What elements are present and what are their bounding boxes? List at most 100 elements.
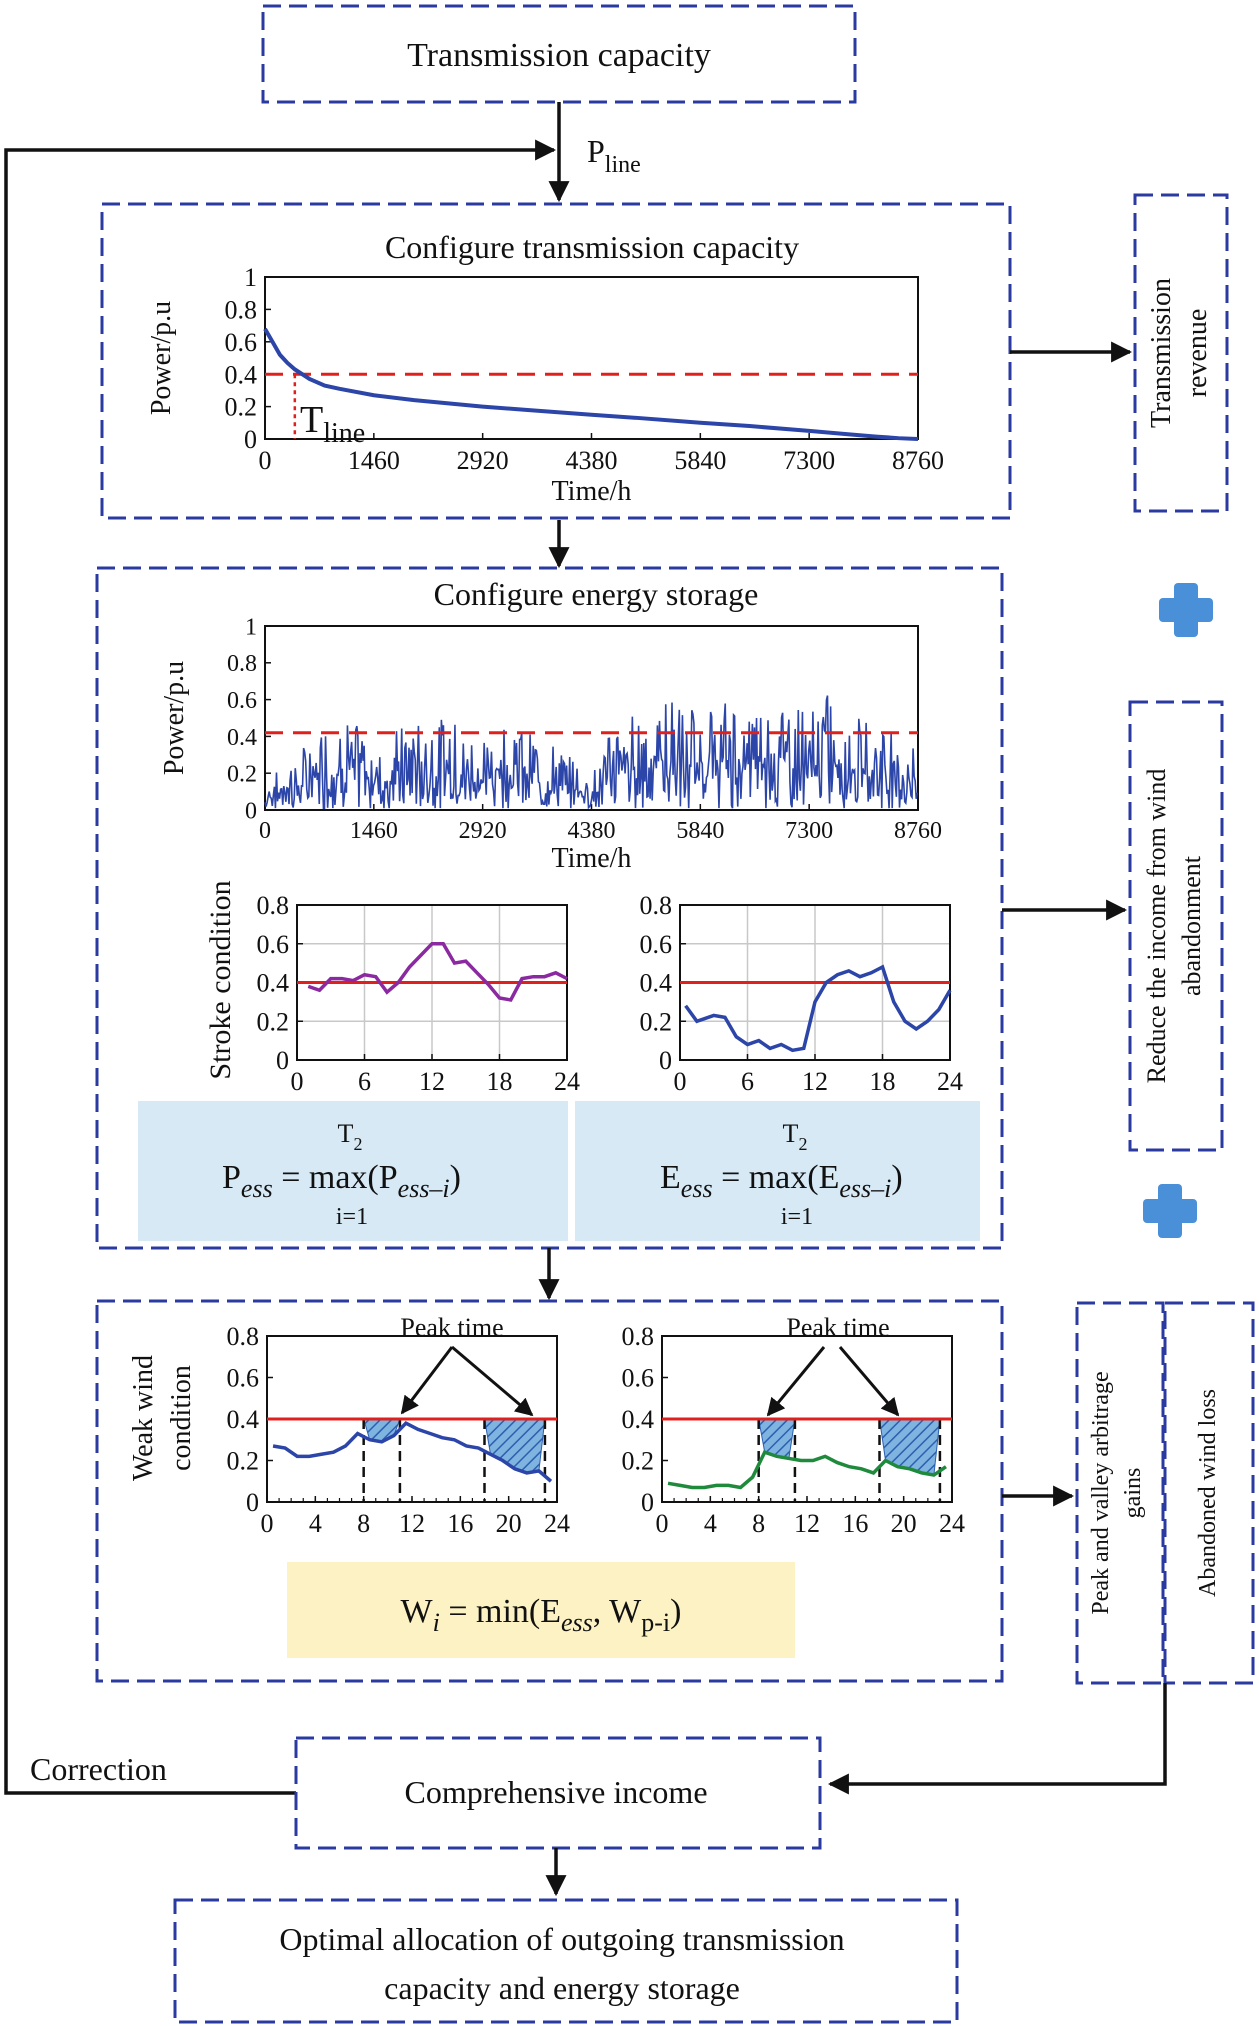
y-tick-label: 0.8	[227, 1322, 260, 1351]
weak-wind-label-1: Weak wind	[128, 1355, 159, 1481]
eess-upper-limit: T2	[783, 1119, 808, 1154]
transmission-capacity-label: Transmission capacity	[407, 37, 711, 74]
transmission-revenue-box	[1133, 193, 1229, 513]
wi-formula: Wi = min(Eess, Wp-i)	[401, 1593, 682, 1637]
configure-transmission-box	[100, 202, 1012, 520]
correction-label: Correction	[30, 1751, 167, 1787]
y-tick-label: 0.6	[622, 1364, 655, 1393]
stroke-series-line	[684, 964, 952, 1053]
x-tick-label: 4	[309, 1509, 322, 1538]
y-tick-label: 1	[244, 263, 257, 292]
y-tick-label: 0	[245, 798, 257, 824]
transmission-capacity-box	[261, 4, 857, 104]
duration-series-line	[263, 327, 919, 441]
y-tick-label: 0.6	[227, 1364, 260, 1393]
y-tick-label: 0	[641, 1488, 654, 1517]
abandoned-wind-loss-label: Abandoned wind loss	[1195, 1389, 1221, 1597]
reduce-income-label-1: Reduce the income from wind	[1142, 769, 1171, 1084]
comprehensive-income-box	[294, 1736, 822, 1850]
pess-formula-panel	[138, 1101, 568, 1241]
x-tick-label: 7300	[783, 446, 835, 475]
peak-arrow-left-1	[400, 1346, 454, 1415]
y-tick-label: 0.2	[257, 1007, 290, 1036]
peak-time-label-right: Peak time	[786, 1313, 889, 1342]
y-tick-label: 0.4	[257, 969, 290, 998]
annual-power-chart: 0 1460 2920 4380 5840 7300 8760 0 0.2 0.4 0.6 0.8 1 T…	[159, 614, 942, 874]
x-tick-label: 24	[939, 1509, 965, 1538]
x-tick-label: 4	[704, 1509, 717, 1538]
p-line-label: Pline	[587, 133, 641, 178]
peak-arrow-right-1	[766, 1346, 826, 1417]
y-tick-label: 0.2	[227, 762, 257, 788]
eess-formula: Eess = max(Eess–i)	[660, 1159, 903, 1203]
x-tick-label: 0	[259, 446, 272, 475]
x-tick-label: 0	[291, 1067, 304, 1096]
x-tick-label: 0	[261, 1509, 274, 1538]
y-tick-label: 0	[244, 425, 257, 454]
peak-arrow-right-2	[838, 1346, 900, 1417]
x-tick-label: 2920	[457, 446, 509, 475]
plus-icon	[1143, 1184, 1197, 1238]
y-tick-label: 0.4	[227, 1405, 260, 1434]
weak-wind-series-line	[272, 1421, 553, 1483]
peak-valley-label-2: gains	[1120, 1468, 1146, 1519]
x-tick-label: 5840	[674, 446, 726, 475]
x-tick-label: 6	[741, 1067, 754, 1096]
x-tick-label: 7300	[785, 818, 833, 844]
plus-icon	[1159, 583, 1213, 637]
y-tick-label: 0	[246, 1488, 259, 1517]
x-tick-label: 4380	[568, 818, 616, 844]
x-tick-label: 18	[487, 1067, 513, 1096]
x-tick-label: 1460	[348, 446, 400, 475]
x-tick-label: 18	[870, 1067, 896, 1096]
stroke-blue-chart: 0 6 12 18 24 0 0.2 0.4 0.6 0.8	[640, 891, 964, 1096]
reduce-income-label-2: abandonment	[1177, 855, 1206, 996]
x-tick-label: 12	[802, 1067, 828, 1096]
weak-wind-series-line	[667, 1450, 947, 1490]
y-tick-label: 0.2	[225, 393, 258, 422]
x-tick-label: 12	[794, 1509, 820, 1538]
x-tick-label: 6	[358, 1067, 371, 1096]
y-tick-label: 0.8	[640, 891, 673, 920]
optimal-allocation-line-1: Optimal allocation of outgoing transmiss…	[279, 1921, 844, 1957]
y-tick-label: 0.6	[640, 930, 673, 959]
duration-curve-chart: 0 1460 2920 4380 5840 7300 876000.20.40.60.81T…	[146, 263, 944, 507]
peak-region	[483, 1418, 546, 1474]
x-tick-label: 20	[891, 1509, 917, 1538]
abandoned-wind-loss-box	[1163, 1301, 1255, 1685]
x-tick-label: 24	[937, 1067, 963, 1096]
annual-series-line	[264, 695, 919, 810]
transmission-revenue-label-2: revenue	[1182, 309, 1213, 398]
t-line-label: Tline	[300, 399, 365, 449]
y-tick-label: 0.2	[622, 1447, 655, 1476]
y-tick-label: 0.4	[227, 725, 257, 751]
x-tick-label: 12	[399, 1509, 425, 1538]
arrow-to-comprehensive-income	[827, 1683, 1167, 1795]
x-tick-label: 0	[259, 818, 271, 844]
x-axis-label: Time/h	[552, 476, 632, 507]
weak-wind-box	[95, 1299, 1004, 1683]
x-tick-label: 24	[554, 1067, 580, 1096]
peak-time-label-left: Peak time	[400, 1313, 503, 1342]
y-tick-label: 0.4	[640, 969, 673, 998]
peak-arrow-left-2	[451, 1345, 534, 1417]
weak-wind-green-chart: 0 4 8 12 16 20 24 0 0.2 0.4 0.6 0.8	[622, 1322, 966, 1538]
eess-lower-limit: i=1	[781, 1204, 813, 1230]
x-tick-label: 8760	[892, 446, 944, 475]
stroke-series-line	[307, 942, 568, 1002]
pess-formula: Pess = max(Pess–i)	[222, 1159, 461, 1203]
y-tick-label: 0.2	[227, 1447, 260, 1476]
y-axis-label: Power/p.u	[159, 661, 190, 775]
weak-wind-blue-chart: 0 4 8 12 16 20 24 0 0.2 0.4 0.6 0.8	[227, 1322, 571, 1538]
y-tick-label: 0.6	[257, 930, 290, 959]
x-tick-label: 2920	[459, 818, 507, 844]
optimal-allocation-line-2: capacity and energy storage	[384, 1970, 740, 2006]
pess-upper-limit: T2	[338, 1119, 363, 1154]
y-tick-label: 0.8	[257, 891, 290, 920]
y-tick-label: 1	[245, 614, 257, 640]
configure-storage-title: Configure energy storage	[434, 576, 759, 612]
comprehensive-income-label: Comprehensive income	[404, 1774, 707, 1810]
configure-transmission-title: Configure transmission capacity	[385, 229, 799, 265]
y-tick-label: 0.8	[227, 651, 257, 677]
